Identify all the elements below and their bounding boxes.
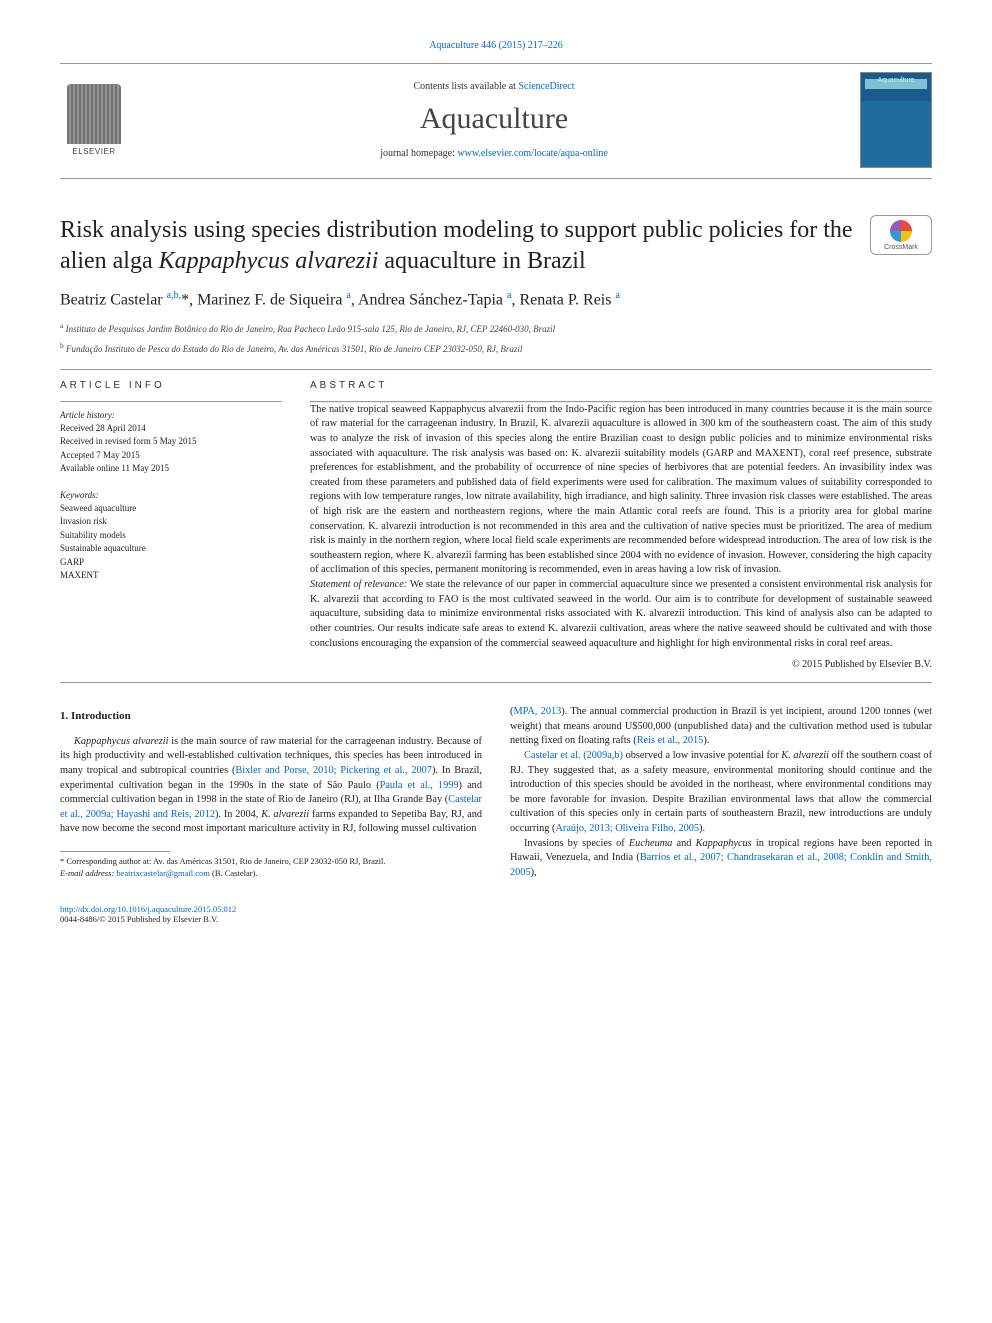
divider xyxy=(60,369,932,370)
citation-link[interactable]: Araújo, 2013; Oliveira Filho, 2005 xyxy=(555,823,699,834)
affiliations: a Instituto de Pesquisas Jardim Botânico… xyxy=(60,320,932,357)
statement-of-relevance-label: Statement of relevance: xyxy=(310,579,407,590)
crossmark-badge[interactable]: CrossMark xyxy=(870,215,932,255)
info-abstract-row: ARTICLE INFO Article history: Received 2… xyxy=(60,380,932,670)
body-paragraph: (MPA, 2013). The annual commercial produ… xyxy=(510,705,932,749)
crossmark-icon xyxy=(890,220,912,242)
keywords-label: Keywords: xyxy=(60,490,282,500)
footnote-email-label: E-mail address: xyxy=(60,868,116,878)
body-paragraph: Kappaphycus alvarezii is the main source… xyxy=(60,735,482,837)
history-line: Accepted 7 May 2015 xyxy=(60,449,282,463)
keywords-list: Seaweed aquacultureInvasion riskSuitabil… xyxy=(60,502,282,583)
citation-link[interactable]: Castelar et al. (2009a,b) xyxy=(524,750,623,761)
article-info-column: ARTICLE INFO Article history: Received 2… xyxy=(60,380,282,670)
right-column: (MPA, 2013). The annual commercial produ… xyxy=(510,705,932,880)
body-paragraph: Invasions by species of Eucheuma and Kap… xyxy=(510,837,932,881)
abstract-p1: The native tropical seaweed Kappaphycus … xyxy=(310,404,932,576)
left-column: 1. Introduction Kappaphycus alvarezii is… xyxy=(60,705,482,880)
body-paragraph: Castelar et al. (2009a,b) observed a low… xyxy=(510,749,932,837)
history-line: Received in revised form 5 May 2015 xyxy=(60,435,282,449)
publisher-name: ELSEVIER xyxy=(72,147,115,156)
journal-cover-title: Aquaculture xyxy=(861,77,931,84)
divider xyxy=(60,682,932,683)
footnote-email-suffix: (B. Castelar). xyxy=(210,868,258,878)
crossmark-label: CrossMark xyxy=(884,244,918,251)
keyword: Invasion risk xyxy=(60,515,282,529)
page-footer: http://dx.doi.org/10.1016/j.aquaculture.… xyxy=(60,904,932,924)
publisher-logo: ELSEVIER xyxy=(60,80,128,160)
abstract-label: ABSTRACT xyxy=(310,380,932,391)
homepage-prefix: journal homepage: xyxy=(380,148,457,159)
article-history: Received 28 April 2014Received in revise… xyxy=(60,422,282,476)
corresponding-author-footnote: * Corresponding author at: Av. das Améri… xyxy=(60,856,482,880)
running-citation: Aquaculture 446 (2015) 217–226 xyxy=(60,40,932,51)
section-heading-introduction: 1. Introduction xyxy=(60,709,482,725)
journal-homepage-line: journal homepage: www.elsevier.com/locat… xyxy=(128,148,860,159)
abstract-text: The native tropical seaweed Kappaphycus … xyxy=(310,403,932,651)
affiliation: a Instituto de Pesquisas Jardim Botânico… xyxy=(60,320,932,337)
journal-name: Aquaculture xyxy=(128,102,860,136)
contents-available-line: Contents lists available at ScienceDirec… xyxy=(128,81,860,92)
keyword: Sustainable aquaculture xyxy=(60,542,282,556)
article-title: Risk analysis using species distribution… xyxy=(60,215,854,276)
history-line: Received 28 April 2014 xyxy=(60,422,282,436)
citation-link[interactable]: Bixler and Porse, 2010; Pickering et al.… xyxy=(235,765,432,776)
title-row: Risk analysis using species distribution… xyxy=(60,205,932,290)
issn-copyright-line: 0044-8486/© 2015 Published by Elsevier B… xyxy=(60,914,218,924)
body-two-columns: 1. Introduction Kappaphycus alvarezii is… xyxy=(60,705,932,880)
abstract-copyright: © 2015 Published by Elsevier B.V. xyxy=(310,659,932,670)
info-divider xyxy=(60,401,282,402)
keyword: Suitability models xyxy=(60,529,282,543)
keyword: Seaweed aquaculture xyxy=(60,502,282,516)
citation-link[interactable]: MPA, 2013 xyxy=(513,706,561,717)
keyword: MAXENT xyxy=(60,569,282,583)
author-list: Beatriz Castelar a,b,*, Marinez F. de Si… xyxy=(60,290,932,309)
citation-link[interactable]: Barrios et al., 2007; Chandrasekaran et … xyxy=(510,852,932,878)
page: Aquaculture 446 (2015) 217–226 ELSEVIER … xyxy=(0,0,992,954)
title-text-post: aquaculture in Brazil xyxy=(378,248,585,274)
contents-prefix: Contents lists available at xyxy=(413,81,518,92)
footnote-rule xyxy=(60,851,170,852)
doi-link[interactable]: http://dx.doi.org/10.1016/j.aquaculture.… xyxy=(60,904,236,914)
history-label: Article history: xyxy=(60,410,282,420)
citation-link[interactable]: Paula et al., 1999 xyxy=(380,780,459,791)
elsevier-tree-icon xyxy=(67,84,121,144)
citation-link[interactable]: Reis et al., 2015 xyxy=(637,735,704,746)
abstract-column: ABSTRACT The native tropical seaweed Kap… xyxy=(310,380,932,670)
history-line: Available online 11 May 2015 xyxy=(60,462,282,476)
footnote-email-link[interactable]: beatrixcastelar@gmail.com xyxy=(116,868,210,878)
journal-header: ELSEVIER Contents lists available at Sci… xyxy=(60,63,932,179)
article-info-label: ARTICLE INFO xyxy=(60,380,282,391)
journal-cover-thumbnail: Aquaculture xyxy=(860,72,932,168)
keyword: GARP xyxy=(60,556,282,570)
affiliation: b Fundação Instituto de Pesca do Estado … xyxy=(60,340,932,357)
header-center: Contents lists available at ScienceDirec… xyxy=(128,81,860,159)
title-species: Kappaphycus alvarezii xyxy=(159,248,379,274)
sciencedirect-link[interactable]: ScienceDirect xyxy=(518,81,574,92)
footnote-corr: * Corresponding author at: Av. das Améri… xyxy=(60,856,482,868)
journal-homepage-link[interactable]: www.elsevier.com/locate/aqua-online xyxy=(457,148,607,159)
footnote-email-line: E-mail address: beatrixcastelar@gmail.co… xyxy=(60,868,482,880)
